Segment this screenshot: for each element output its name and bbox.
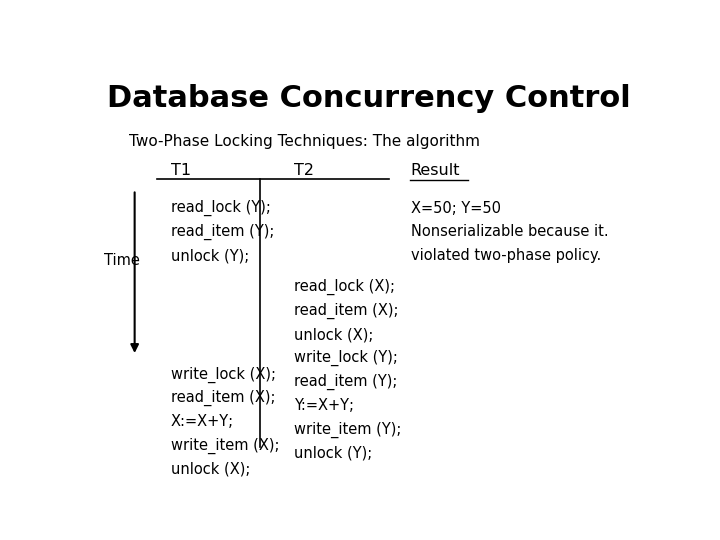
Text: write_lock (X);: write_lock (X); bbox=[171, 367, 276, 383]
Text: unlock (Y);: unlock (Y); bbox=[171, 248, 249, 263]
Text: read_item (X);: read_item (X); bbox=[294, 303, 398, 319]
Text: read_item (X);: read_item (X); bbox=[171, 390, 276, 407]
Text: X:=X+Y;: X:=X+Y; bbox=[171, 415, 234, 429]
Text: violated two-phase policy.: violated two-phase policy. bbox=[411, 248, 601, 263]
Text: unlock (Y);: unlock (Y); bbox=[294, 446, 372, 461]
Text: read_item (Y);: read_item (Y); bbox=[171, 224, 274, 240]
Text: Y:=X+Y;: Y:=X+Y; bbox=[294, 399, 354, 413]
Text: write_lock (Y);: write_lock (Y); bbox=[294, 350, 397, 367]
Text: Time: Time bbox=[104, 253, 140, 268]
Text: T2: T2 bbox=[294, 163, 314, 178]
Text: read_item (Y);: read_item (Y); bbox=[294, 374, 397, 390]
Text: Database Concurrency Control: Database Concurrency Control bbox=[107, 84, 631, 112]
Text: T1: T1 bbox=[171, 163, 191, 178]
Text: read_lock (X);: read_lock (X); bbox=[294, 279, 395, 295]
Text: unlock (X);: unlock (X); bbox=[171, 462, 251, 477]
Text: X=50; Y=50: X=50; Y=50 bbox=[411, 201, 501, 216]
Text: unlock (X);: unlock (X); bbox=[294, 327, 373, 342]
Text: read_lock (Y);: read_lock (Y); bbox=[171, 200, 271, 217]
Text: write_item (X);: write_item (X); bbox=[171, 437, 279, 454]
Text: Nonserializable because it.: Nonserializable because it. bbox=[411, 225, 608, 239]
Text: Result: Result bbox=[411, 163, 460, 178]
Text: Two-Phase Locking Techniques: The algorithm: Two-Phase Locking Techniques: The algori… bbox=[129, 134, 480, 149]
Text: write_item (Y);: write_item (Y); bbox=[294, 421, 401, 437]
